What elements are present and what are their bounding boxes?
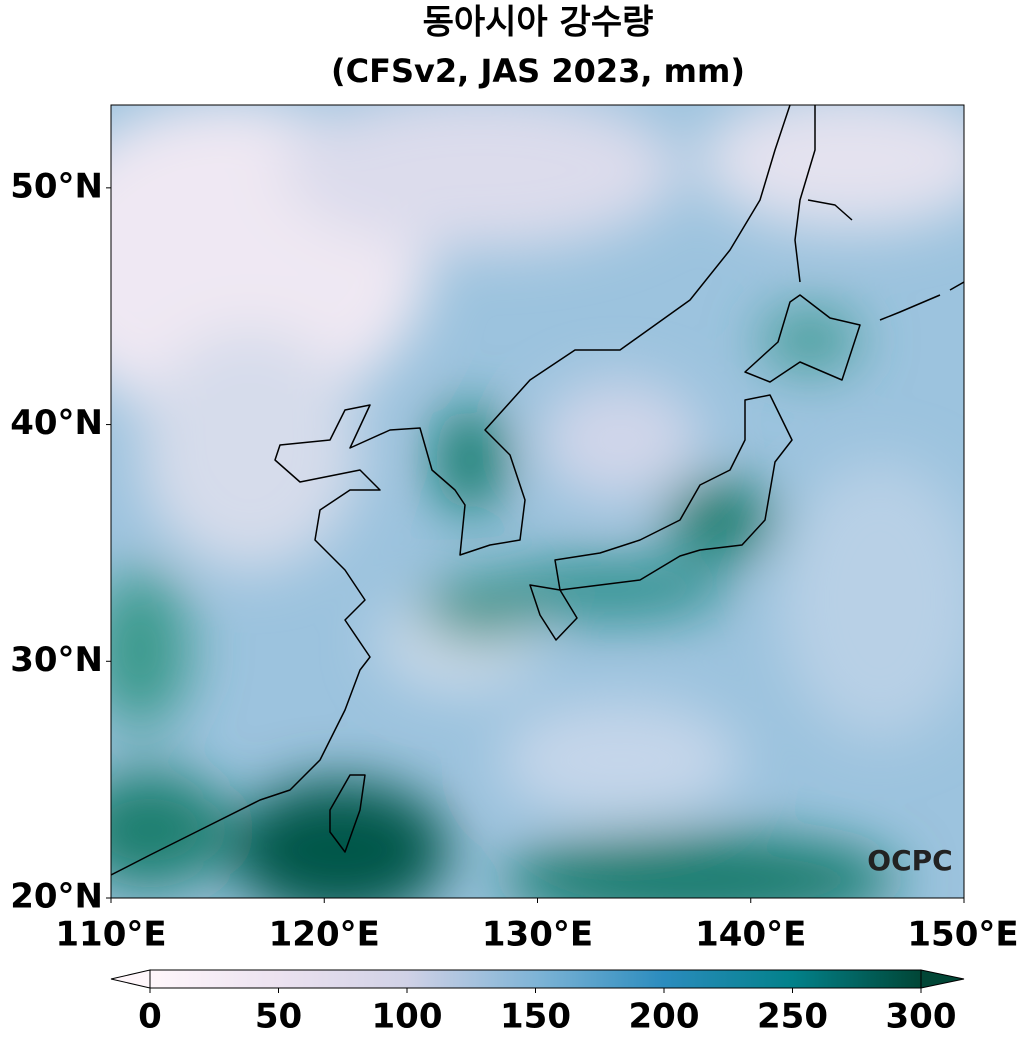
y-tick-label: 50°N bbox=[10, 166, 103, 206]
x-tick-label: 150°E bbox=[907, 915, 1018, 955]
chart-title: 동아시아 강수량 bbox=[423, 3, 654, 43]
x-tick-label: 120°E bbox=[269, 915, 380, 955]
y-tick-label: 40°N bbox=[10, 403, 103, 443]
chart-subtitle: (CFSv2, JAS 2023, mm) bbox=[331, 52, 745, 90]
coastline bbox=[554, 394, 793, 591]
colorbar-extend-low bbox=[110, 969, 151, 989]
coastline bbox=[111, 105, 791, 876]
coastline bbox=[879, 281, 964, 321]
colorbar-tick-label: 250 bbox=[757, 997, 828, 1037]
colorbar-bar bbox=[149, 969, 922, 989]
colorbar-extend-high bbox=[920, 969, 965, 989]
coastline bbox=[329, 774, 366, 853]
colorbar-tick-label: 300 bbox=[886, 997, 957, 1037]
x-tick-label: 140°E bbox=[695, 915, 806, 955]
coastline bbox=[744, 294, 861, 383]
colorbar-tick-label: 200 bbox=[629, 997, 700, 1037]
coastline bbox=[794, 105, 853, 283]
watermark: OCPC bbox=[867, 844, 952, 877]
y-tick-label: 30°N bbox=[10, 640, 103, 680]
x-tick-label: 130°E bbox=[482, 915, 593, 955]
colorbar-tick-label: 0 bbox=[138, 997, 162, 1037]
colorbar-tick-label: 50 bbox=[255, 997, 302, 1037]
y-tick-label: 20°N bbox=[10, 877, 103, 917]
coastline bbox=[529, 584, 578, 641]
colorbar-tick-label: 100 bbox=[372, 997, 443, 1037]
colorbar-tick-label: 150 bbox=[500, 997, 571, 1037]
colorbar: 0 50 100 150 200 250 300 bbox=[110, 969, 965, 1037]
x-tick-label: 110°E bbox=[55, 915, 166, 955]
precipitation-field bbox=[111, 105, 964, 898]
